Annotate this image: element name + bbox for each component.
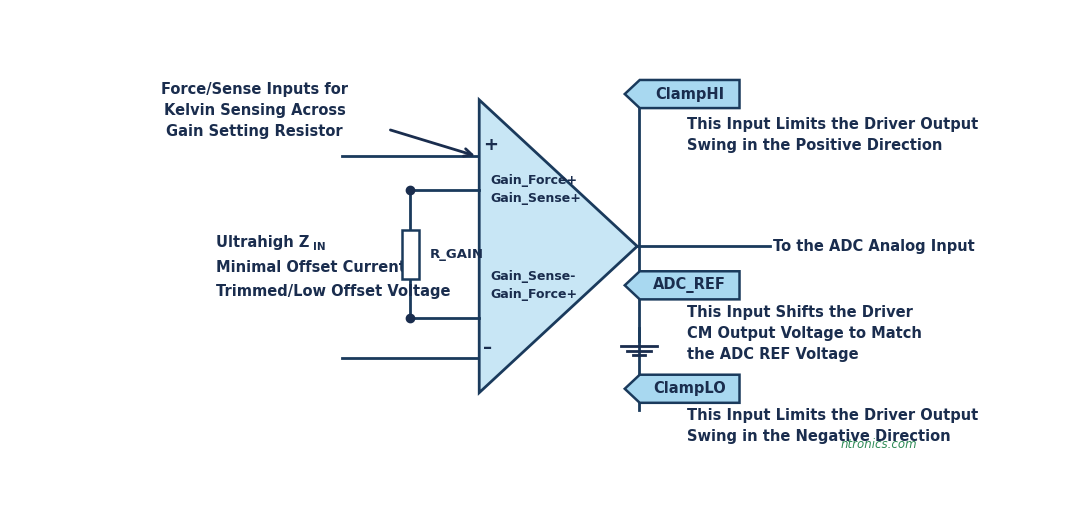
FancyBboxPatch shape — [402, 230, 418, 278]
Text: This Input Limits the Driver Output
Swing in the Negative Direction: This Input Limits the Driver Output Swin… — [687, 408, 979, 444]
Text: ClampHI: ClampHI — [655, 87, 724, 101]
Text: Minimal Offset Current: Minimal Offset Current — [216, 260, 406, 275]
Text: R_GAIN: R_GAIN — [429, 247, 483, 261]
Text: This Input Limits the Driver Output
Swing in the Positive Direction: This Input Limits the Driver Output Swin… — [687, 118, 979, 154]
Polygon shape — [624, 375, 739, 403]
Text: Force/Sense Inputs for
Kelvin Sensing Across
Gain Setting Resistor: Force/Sense Inputs for Kelvin Sensing Ac… — [161, 82, 349, 139]
Text: To the ADC Analog Input: To the ADC Analog Input — [773, 239, 974, 254]
Text: ADC_REF: ADC_REF — [653, 277, 726, 294]
Text: –: – — [483, 339, 493, 357]
Polygon shape — [624, 271, 739, 299]
Polygon shape — [624, 80, 739, 108]
Polygon shape — [480, 100, 637, 392]
Text: +: + — [483, 136, 498, 154]
Text: Gain_Sense-
Gain_Force+: Gain_Sense- Gain_Force+ — [490, 270, 577, 301]
Text: Ultrahigh Z: Ultrahigh Z — [216, 235, 309, 250]
Text: ClampLO: ClampLO — [653, 381, 726, 396]
Text: IN: IN — [313, 242, 325, 251]
Text: ntronics.com: ntronics.com — [841, 438, 917, 451]
Text: Gain_Force+
Gain_Sense+: Gain_Force+ Gain_Sense+ — [490, 174, 580, 205]
Text: This Input Shifts the Driver
CM Output Voltage to Match
the ADC REF Voltage: This Input Shifts the Driver CM Output V… — [687, 305, 922, 362]
Text: Trimmed/Low Offset Voltage: Trimmed/Low Offset Voltage — [216, 284, 450, 300]
